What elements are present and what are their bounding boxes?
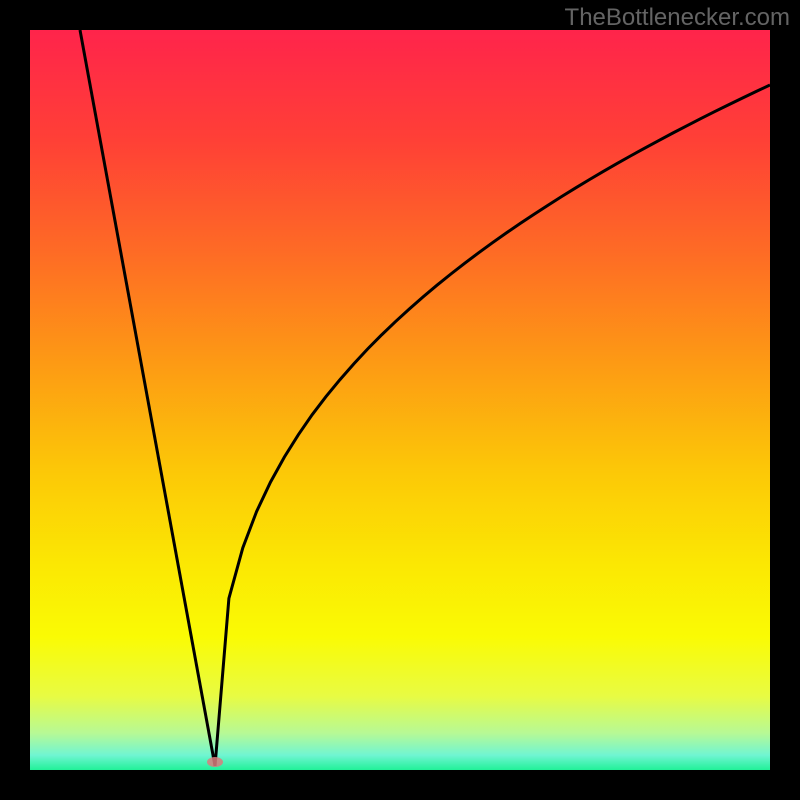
chart-svg — [30, 30, 770, 770]
valley-marker — [207, 757, 223, 767]
chart-container: TheBottlenecker.com — [0, 0, 800, 800]
plot-area — [30, 30, 770, 770]
watermark-text: TheBottlenecker.com — [565, 4, 790, 32]
